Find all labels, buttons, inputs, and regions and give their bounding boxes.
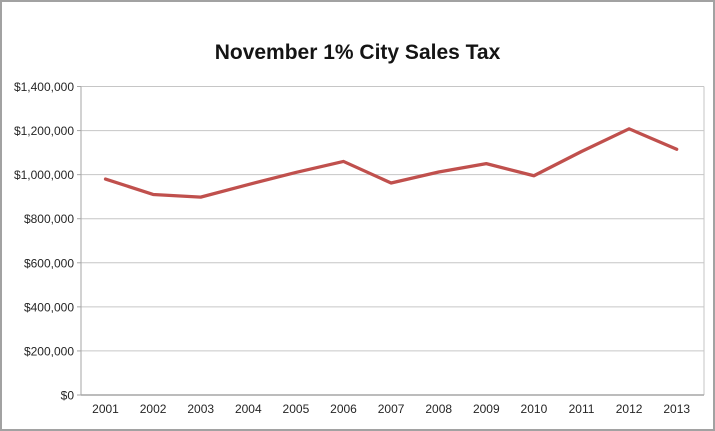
y-tick-label: $200,000 [24,344,74,358]
y-tick-label: $600,000 [24,256,74,270]
chart-title: November 1% City Sales Tax [214,41,501,64]
sales-tax-line [103,127,679,199]
x-tick-label: 2005 [283,402,310,416]
y-tick-label: $1,000,000 [14,168,74,182]
y-tick-label: $1,200,000 [14,124,74,138]
x-tick-label: 2006 [330,402,357,416]
x-tick-label: 2004 [235,402,262,416]
x-tick-label: 2008 [425,402,452,416]
x-tick-label: 2003 [187,402,214,416]
y-tick-label: $0 [61,389,75,403]
x-tick-label: 2012 [616,402,643,416]
x-tick-label: 2013 [663,402,690,416]
x-tick-label: 2009 [473,402,500,416]
x-tick-label: 2001 [92,402,119,416]
y-tick-label: $800,000 [24,212,74,226]
y-tick-label: $400,000 [24,300,74,314]
y-tick-label: $1,400,000 [14,80,74,94]
x-tick-label: 2010 [521,402,548,416]
x-tick-label: 2002 [140,402,167,416]
x-tick-label: 2007 [378,402,405,416]
x-tick-label: 2011 [569,402,595,416]
